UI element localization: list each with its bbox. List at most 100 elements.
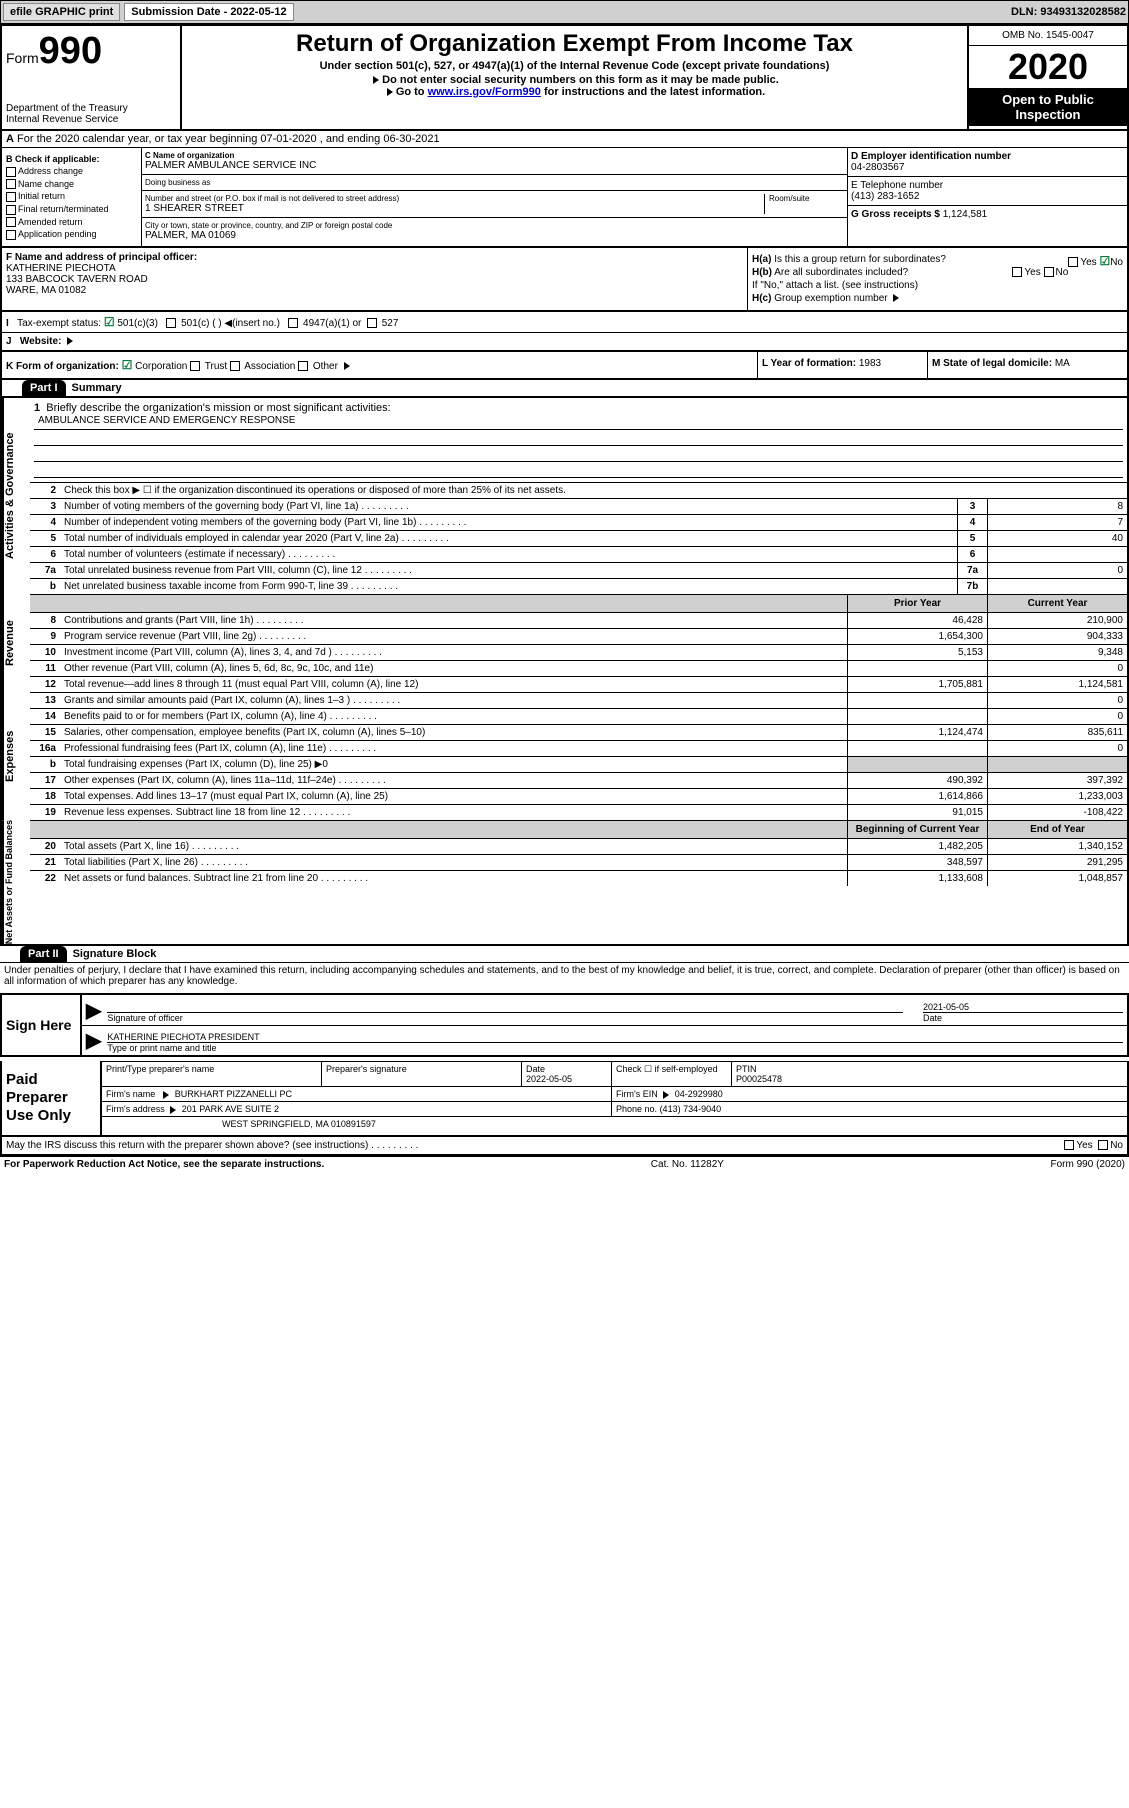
- firm-name: BURKHART PIZZANELLI PC: [175, 1089, 292, 1099]
- line10-prior: 5,153: [847, 645, 987, 660]
- line18-desc: Total expenses. Add lines 13–17 (must eq…: [60, 789, 847, 804]
- sig-date-lbl: Date: [923, 1013, 1123, 1023]
- ptin-lbl: PTIN: [736, 1064, 1123, 1074]
- i-4947-box[interactable]: [288, 318, 298, 328]
- submission-date: Submission Date - 2022-05-12: [124, 3, 293, 21]
- form-title: Return of Organization Exempt From Incom…: [186, 30, 963, 58]
- triangle-icon: [67, 337, 73, 345]
- omb-number: OMB No. 1545-0047: [969, 26, 1127, 46]
- triangle-icon: [373, 76, 379, 84]
- hb-yes-box[interactable]: [1012, 267, 1022, 277]
- efile-graphic-label: efile GRAPHIC print: [3, 3, 120, 21]
- line4-desc: Number of independent voting members of …: [60, 515, 957, 530]
- line12-prior: 1,705,881: [847, 677, 987, 692]
- line6-val: [987, 547, 1127, 562]
- line11-current: 0: [987, 661, 1127, 676]
- prep-name-lbl: Print/Type preparer's name: [106, 1064, 317, 1074]
- g-lbl: G Gross receipts $: [851, 209, 940, 220]
- k-form-org: K Form of organization: ☑ Corporation Tr…: [2, 352, 757, 378]
- line21-prior: 348,597: [847, 855, 987, 870]
- k-assoc: Association: [244, 361, 295, 372]
- checkbox-app-pending[interactable]: [6, 230, 16, 240]
- line22-prior: 1,133,608: [847, 871, 987, 886]
- b-opt-5: Application pending: [18, 229, 97, 239]
- triangle-icon: [893, 294, 899, 302]
- triangle-icon: [163, 1091, 169, 1099]
- line3-desc: Number of voting members of the governin…: [60, 499, 957, 514]
- line11-desc: Other revenue (Part VIII, column (A), li…: [60, 661, 847, 676]
- discuss-yes: Yes: [1076, 1140, 1092, 1151]
- i-527: 527: [382, 318, 399, 329]
- org-street: 1 SHEARER STREET: [145, 203, 764, 214]
- line5-desc: Total number of individuals employed in …: [60, 531, 957, 546]
- discuss-row: May the IRS discuss this return with the…: [0, 1137, 1129, 1156]
- tax-year-text: For the 2020 calendar year, or tax year …: [17, 133, 440, 145]
- line15-current: 835,611: [987, 725, 1127, 740]
- k-assoc-box[interactable]: [230, 361, 240, 371]
- ssn-note: Do not enter social security numbers on …: [382, 74, 779, 86]
- ha-yes-box[interactable]: [1068, 257, 1078, 267]
- line14-current: 0: [987, 709, 1127, 724]
- triangle-icon: [344, 362, 350, 370]
- line8-current: 210,900: [987, 613, 1127, 628]
- goto-post: for instructions and the latest informat…: [541, 86, 765, 98]
- sig-date: 2021-05-05: [923, 1002, 1123, 1013]
- checkbox-amended[interactable]: [6, 217, 16, 227]
- org-name: PALMER AMBULANCE SERVICE INC: [145, 160, 844, 171]
- k-other-box[interactable]: [298, 361, 308, 371]
- checkbox-address-change[interactable]: [6, 167, 16, 177]
- line19-current: -108,422: [987, 805, 1127, 820]
- officer-name: KATHERINE PIECHOTA: [6, 263, 743, 274]
- tax-year: 2020: [969, 46, 1127, 88]
- row-A-tax-year: A For the 2020 calendar year, or tax yea…: [0, 131, 1129, 148]
- col-current: Current Year: [987, 595, 1127, 612]
- m-state-domicile: M State of legal domicile: MA: [927, 352, 1127, 378]
- line8-desc: Contributions and grants (Part VIII, lin…: [60, 613, 847, 628]
- line13-prior: [847, 693, 987, 708]
- firm-addr1: 201 PARK AVE SUITE 2: [182, 1104, 279, 1114]
- line7a-desc: Total unrelated business revenue from Pa…: [60, 563, 957, 578]
- line7b-box: 7b: [957, 579, 987, 594]
- discuss-yes-box[interactable]: [1064, 1140, 1074, 1150]
- col-DEG: D Employer identification number 04-2803…: [847, 148, 1127, 246]
- line21-current: 291,295: [987, 855, 1127, 870]
- k-trust-box[interactable]: [190, 361, 200, 371]
- f-lbl: F Name and address of principal officer:: [6, 252, 197, 263]
- part1-title: Summary: [66, 380, 128, 396]
- checkbox-initial-return[interactable]: [6, 192, 16, 202]
- line17-prior: 490,392: [847, 773, 987, 788]
- line10-current: 9,348: [987, 645, 1127, 660]
- checkbox-final-return[interactable]: [6, 205, 16, 215]
- sig-officer-lbl: Signature of officer: [107, 1013, 903, 1023]
- discuss-q: May the IRS discuss this return with the…: [6, 1140, 418, 1151]
- part2-header: Part II: [20, 946, 67, 962]
- prep-date-lbl: Date: [526, 1064, 607, 1074]
- dln: DLN: 93493132028582: [1011, 6, 1126, 18]
- firm-phone: (413) 734-9040: [660, 1104, 722, 1114]
- line15-desc: Salaries, other compensation, employee b…: [60, 725, 847, 740]
- discuss-no-box[interactable]: [1098, 1140, 1108, 1150]
- ha-yes: Yes: [1080, 257, 1096, 268]
- l-lbl: L Year of formation:: [762, 358, 856, 369]
- k-other: Other: [313, 361, 338, 372]
- instructions-link[interactable]: www.irs.gov/Form990: [428, 86, 541, 98]
- line14-desc: Benefits paid to or for members (Part IX…: [60, 709, 847, 724]
- i-527-box[interactable]: [367, 318, 377, 328]
- org-city: PALMER, MA 01069: [145, 230, 844, 241]
- form-number: 990: [39, 30, 102, 72]
- perjury-statement: Under penalties of perjury, I declare th…: [0, 962, 1129, 989]
- firm-addr-lbl: Firm's address: [106, 1104, 165, 1114]
- officer-city: WARE, MA 01082: [6, 285, 743, 296]
- ha-no: No: [1110, 257, 1123, 268]
- b-opt-2: Initial return: [18, 191, 65, 201]
- line7a-box: 7a: [957, 563, 987, 578]
- line17-current: 397,392: [987, 773, 1127, 788]
- line7b-val: [987, 579, 1127, 594]
- hb-no-box[interactable]: [1044, 267, 1054, 277]
- row-I-tax-status: I Tax-exempt status: ☑ 501(c)(3) 501(c) …: [2, 312, 1127, 332]
- ptin: P00025478: [736, 1074, 1123, 1084]
- i-501c-box[interactable]: [166, 318, 176, 328]
- checkbox-name-change[interactable]: [6, 179, 16, 189]
- section-fh: F Name and address of principal officer:…: [0, 248, 1129, 312]
- line20-desc: Total assets (Part X, line 16): [60, 839, 847, 854]
